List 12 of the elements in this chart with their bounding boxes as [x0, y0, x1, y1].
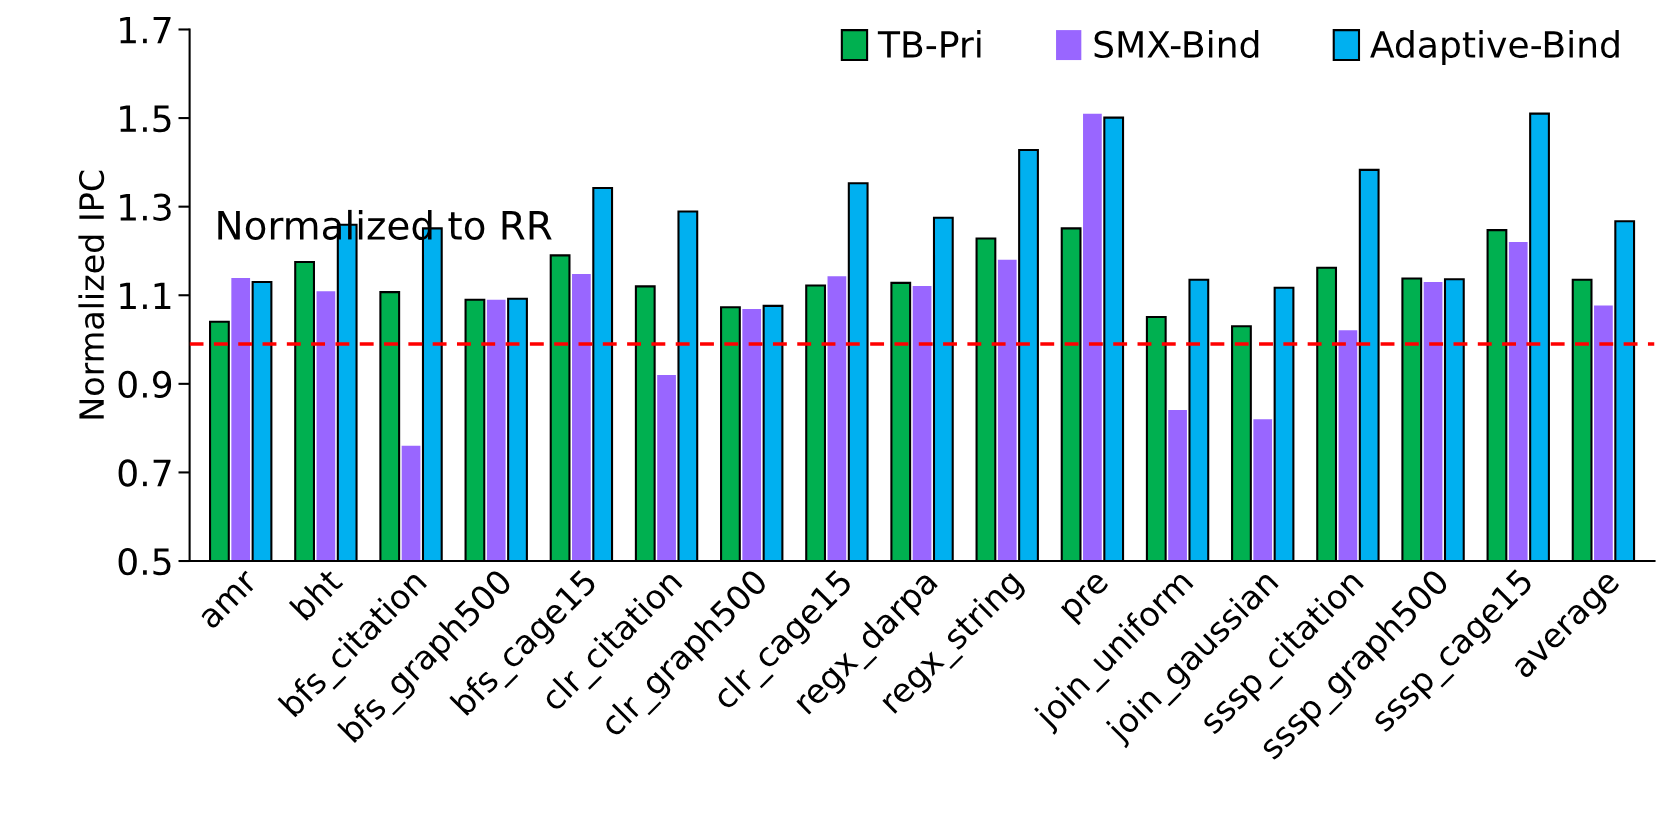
y-tick-label: 0.9: [118, 370, 172, 399]
annotation: Normalized to RR: [218, 209, 552, 240]
legend-label: Adaptive-Bind: [1370, 30, 1619, 66]
y-axis-title: Normalized IPC: [78, 170, 105, 419]
y-tick-label: 1.3: [120, 193, 171, 221]
legend-label: SMX-Bind: [1094, 30, 1259, 59]
y-tick-label: 1.5: [120, 105, 171, 133]
y-tick-label: 0.5: [118, 547, 171, 576]
y-tick-label: 0.7: [118, 459, 171, 487]
y-tick-label: 1.7: [120, 16, 171, 44]
y-tick-label: 1.1: [120, 282, 171, 309]
legend-label: TB-Pri: [877, 30, 981, 58]
